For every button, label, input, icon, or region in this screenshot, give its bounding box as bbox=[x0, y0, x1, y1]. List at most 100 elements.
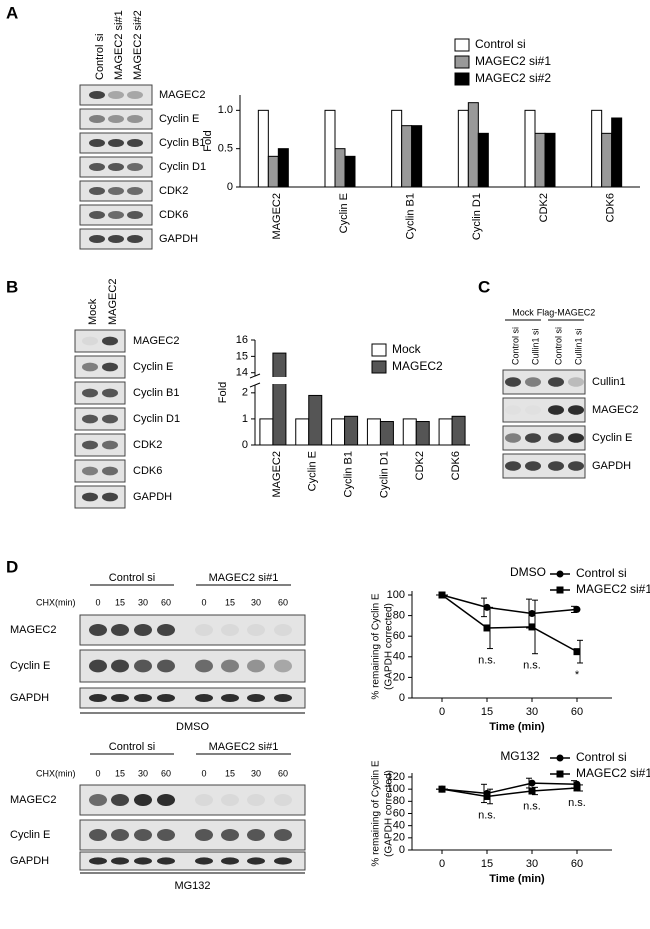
panel-label: B bbox=[6, 277, 18, 296]
bar bbox=[331, 418, 346, 446]
bar bbox=[601, 132, 613, 188]
lane-label: Cullin1 si bbox=[530, 328, 540, 365]
y-axis-label: (GAPDH corrected) bbox=[384, 603, 395, 690]
time-label: 0 bbox=[201, 768, 206, 778]
blot-band bbox=[195, 829, 213, 841]
x-tick-label: Cyclin B1 bbox=[405, 193, 417, 239]
x-tick-label: 30 bbox=[526, 858, 538, 870]
bar bbox=[524, 109, 536, 188]
protein-label: GAPDH bbox=[159, 233, 198, 245]
blot-band bbox=[102, 336, 118, 346]
blot-band bbox=[82, 492, 98, 502]
legend-marker bbox=[556, 586, 564, 594]
bar bbox=[534, 132, 546, 188]
blot-band bbox=[157, 794, 175, 806]
time-label: 0 bbox=[95, 597, 100, 607]
blot-band bbox=[221, 829, 239, 841]
treatment-label: MG132 bbox=[174, 880, 210, 892]
bar bbox=[402, 418, 417, 446]
x-axis-label: Time (min) bbox=[489, 721, 545, 733]
blot-band bbox=[247, 829, 265, 841]
blot-band bbox=[111, 694, 129, 702]
blot-band bbox=[82, 388, 98, 398]
protein-label: GAPDH bbox=[10, 692, 49, 704]
blot-band bbox=[108, 187, 124, 195]
panel-label: D bbox=[6, 557, 18, 576]
time-label: 15 bbox=[115, 768, 125, 778]
blot-band bbox=[82, 414, 98, 424]
blot-band bbox=[134, 624, 152, 636]
protein-label: MAGEC2 bbox=[10, 794, 56, 806]
blot-band bbox=[89, 659, 107, 673]
blot-band bbox=[102, 492, 118, 502]
protein-label: MAGEC2 bbox=[592, 404, 638, 416]
blot-band bbox=[108, 139, 124, 147]
y-tick-label: 0.5 bbox=[218, 143, 233, 155]
blot-band bbox=[548, 461, 564, 471]
legend-label: MAGEC2 bbox=[392, 359, 443, 373]
time-label: 60 bbox=[161, 768, 171, 778]
x-tick-label: CDK6 bbox=[450, 451, 462, 480]
blot-band bbox=[127, 139, 143, 147]
blot-band bbox=[157, 857, 175, 865]
blot-band bbox=[111, 794, 129, 806]
series-line bbox=[441, 782, 578, 795]
y-tick-label: 0 bbox=[399, 844, 405, 856]
blot-strip bbox=[74, 459, 126, 483]
legend-label: Mock bbox=[392, 342, 422, 356]
annotation: n.s. bbox=[478, 810, 496, 822]
x-tick-label: 0 bbox=[439, 858, 445, 870]
time-label: 30 bbox=[138, 768, 148, 778]
bar bbox=[391, 109, 403, 188]
blot-band bbox=[274, 659, 292, 673]
bar bbox=[379, 421, 394, 446]
panel-label: A bbox=[6, 3, 18, 22]
bar bbox=[259, 418, 274, 446]
blot-band bbox=[195, 694, 213, 702]
lane-label: MAGEC2 si#1 bbox=[113, 10, 125, 80]
time-label: 30 bbox=[251, 768, 261, 778]
blot-band bbox=[89, 694, 107, 702]
chart-title: DMSO bbox=[510, 565, 546, 579]
y-tick-label: 0 bbox=[227, 181, 233, 193]
blot-band bbox=[195, 857, 213, 865]
y-tick-label: 20 bbox=[393, 671, 405, 683]
bar bbox=[544, 132, 556, 188]
legend-swatch bbox=[454, 38, 470, 52]
blot-band bbox=[108, 235, 124, 243]
blot-strip bbox=[74, 329, 126, 353]
time-label: 60 bbox=[278, 597, 288, 607]
y-tick-label: 40 bbox=[393, 651, 405, 663]
blot-band bbox=[221, 857, 239, 865]
blot-band bbox=[102, 388, 118, 398]
blot-band bbox=[82, 336, 98, 346]
blot-band bbox=[195, 794, 213, 806]
y-tick-label: 1 bbox=[242, 413, 248, 425]
legend-marker bbox=[556, 570, 564, 578]
group-label: Flag-MAGEC2 bbox=[537, 307, 596, 317]
legend-label: MAGEC2 si#1 bbox=[475, 54, 551, 68]
point bbox=[573, 784, 581, 792]
blot-band bbox=[89, 829, 107, 841]
protein-label: MAGEC2 bbox=[10, 624, 56, 636]
y-tick-label: 80 bbox=[393, 610, 405, 622]
bar bbox=[295, 418, 310, 446]
y-axis-label: % remaining of Cyclin E bbox=[371, 593, 382, 699]
bar bbox=[272, 352, 287, 446]
x-tick-label: CDK6 bbox=[605, 193, 617, 222]
blot-band bbox=[548, 405, 564, 415]
y-tick-label: 0 bbox=[242, 439, 248, 451]
blot-band bbox=[568, 405, 584, 415]
break-mark bbox=[249, 373, 261, 379]
blot-band bbox=[111, 857, 129, 865]
y-axis-label: % remaining of Cyclin E bbox=[371, 760, 382, 866]
blot-band bbox=[89, 794, 107, 806]
blot-band bbox=[127, 115, 143, 123]
x-tick-label: 15 bbox=[481, 706, 493, 718]
y-axis-label: Fold bbox=[202, 130, 214, 151]
point bbox=[573, 648, 581, 656]
x-axis-label: Time (min) bbox=[489, 873, 545, 885]
legend-label: Control si bbox=[576, 750, 627, 764]
blot-band bbox=[274, 794, 292, 806]
